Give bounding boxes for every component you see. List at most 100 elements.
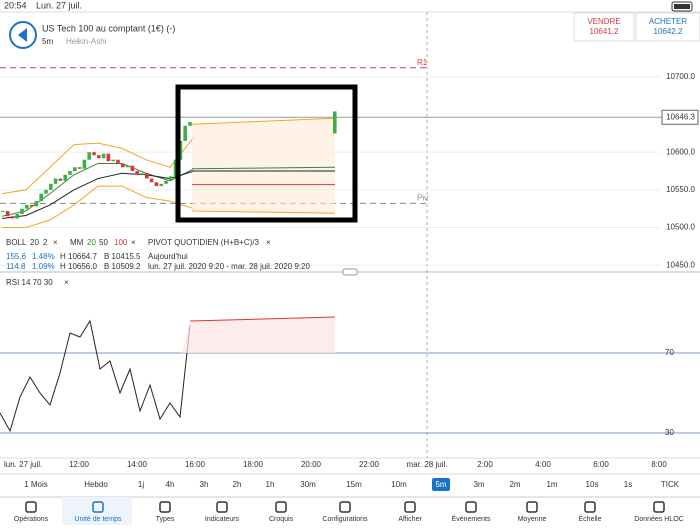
y-tick-label: 70	[665, 348, 674, 357]
resize-handle[interactable]	[342, 268, 358, 276]
candle	[116, 159, 120, 164]
candle	[15, 213, 19, 219]
timeframe-option[interactable]: Hebdo	[84, 480, 108, 489]
timeframe-option[interactable]: 3h	[200, 480, 209, 489]
timeframe-option[interactable]: 1j	[138, 480, 144, 489]
y-tick-label: 10500.0	[666, 223, 695, 232]
y-tick-label: 10450.0	[666, 260, 695, 269]
toolbar-item[interactable]: Événements	[452, 514, 491, 523]
toolbar-item[interactable]: Opérations	[14, 516, 49, 523]
candle	[34, 201, 39, 207]
toolbar-icon	[339, 501, 351, 513]
toolbar-item[interactable]: Moyenne	[518, 516, 547, 523]
x-tick-label: 20:00	[301, 460, 322, 469]
y-tick-label: 30	[665, 428, 674, 437]
timeframe-option[interactable]: 1 Mois	[24, 480, 48, 489]
toolbar-item[interactable]: Configurations	[322, 516, 368, 523]
timeframe-option[interactable]: 10s	[586, 480, 599, 489]
candle	[1, 210, 5, 212]
x-tick-label: 2:00	[477, 460, 493, 469]
candle	[29, 204, 34, 207]
toolbar-item[interactable]: Croquis	[269, 516, 294, 523]
candle	[87, 152, 91, 160]
toolbar-icon	[92, 501, 104, 513]
candle	[58, 178, 63, 181]
indicator-line	[1, 162, 195, 217]
toolbar-item[interactable]: Indicateurs	[205, 516, 240, 523]
x-tick-label: 18:00	[243, 460, 264, 469]
timeframe-option[interactable]: 1h	[266, 480, 275, 489]
timeframe-option[interactable]: 1m	[546, 480, 557, 489]
timeframe-option[interactable]: 15m	[346, 480, 362, 489]
timeframe-option[interactable]: 1s	[624, 480, 632, 489]
indicator-line	[2, 185, 195, 229]
sell-button[interactable]	[573, 12, 635, 42]
toolbar-item[interactable]: Unité de temps	[74, 516, 122, 523]
current-price-box	[661, 109, 699, 125]
toolbar-item[interactable]: Données HLOC	[634, 516, 683, 523]
candle	[49, 183, 53, 190]
y-tick-label: 10700.0	[666, 72, 695, 81]
indicator-param: 20	[30, 238, 39, 247]
buy-button[interactable]	[635, 12, 700, 42]
timeframe-option[interactable]: 2h	[233, 480, 242, 489]
toolbar-item[interactable]: Échelle	[579, 514, 602, 523]
toolbar-icon	[526, 501, 538, 513]
highlight-box	[175, 84, 358, 223]
sell-label: VENDRE	[587, 17, 620, 26]
timeframe-option[interactable]: TICK	[661, 480, 680, 489]
candle	[82, 159, 87, 169]
candle	[73, 167, 77, 172]
pivot-label: R1	[417, 58, 428, 67]
timeframe-option[interactable]: 30m	[300, 480, 316, 489]
timeframe-option[interactable]: 2m	[509, 480, 520, 489]
rsi-projection	[189, 316, 336, 322]
candle	[92, 152, 96, 156]
instrument: US Tech 100 au comptant (1€) (-)	[42, 23, 175, 33]
candle	[140, 173, 144, 175]
toolbar-item[interactable]: Types	[156, 516, 175, 523]
timeframe-option[interactable]: 5m	[435, 480, 446, 489]
timeframe-option[interactable]: 10m	[391, 480, 407, 489]
toolbar-item[interactable]: Afficher	[398, 516, 422, 523]
rsi-label: RSI 14 70 30	[6, 278, 53, 287]
timeframe: 5m	[42, 37, 53, 46]
candle	[164, 180, 168, 184]
candle	[101, 153, 106, 159]
toolbar-icon	[584, 501, 596, 513]
x-tick-label: 16:00	[185, 460, 206, 469]
candle	[10, 216, 15, 219]
back-arrow	[18, 28, 27, 42]
indicator-value: Aujourd'hui	[148, 252, 188, 261]
close-icon: ×	[131, 238, 136, 247]
candle	[135, 171, 139, 175]
candle	[159, 183, 163, 187]
toolbar-icon	[653, 501, 665, 513]
buy-price: 10642.2	[654, 27, 683, 36]
rsi-line	[0, 319, 191, 433]
candle	[39, 193, 43, 202]
chart-style: Heikin-Ashi	[66, 37, 107, 46]
timeframe-option[interactable]: 3m	[473, 480, 484, 489]
status-time: 20:54	[4, 0, 27, 10]
close-icon: ×	[64, 278, 69, 287]
indicator-line	[1, 170, 195, 219]
toolbar-icon	[404, 501, 416, 513]
x-tick-label: 8:00	[651, 460, 667, 469]
back-button[interactable]	[9, 21, 37, 49]
candle	[106, 153, 111, 162]
candle	[53, 178, 58, 184]
x-tick-label: 14:00	[127, 460, 148, 469]
timeframe-selected	[432, 478, 450, 491]
indicator-value: B 10415.5	[104, 252, 141, 261]
toolbar-icon	[216, 501, 228, 513]
timeframe-option[interactable]: 4h	[166, 480, 175, 489]
indicator-label: MM	[70, 238, 84, 247]
projection-line	[191, 117, 336, 125]
candle	[169, 176, 173, 181]
x-tick-label: 4:00	[535, 460, 551, 469]
battery-level	[674, 4, 690, 9]
close-icon: ×	[266, 238, 271, 247]
candle	[111, 159, 115, 162]
